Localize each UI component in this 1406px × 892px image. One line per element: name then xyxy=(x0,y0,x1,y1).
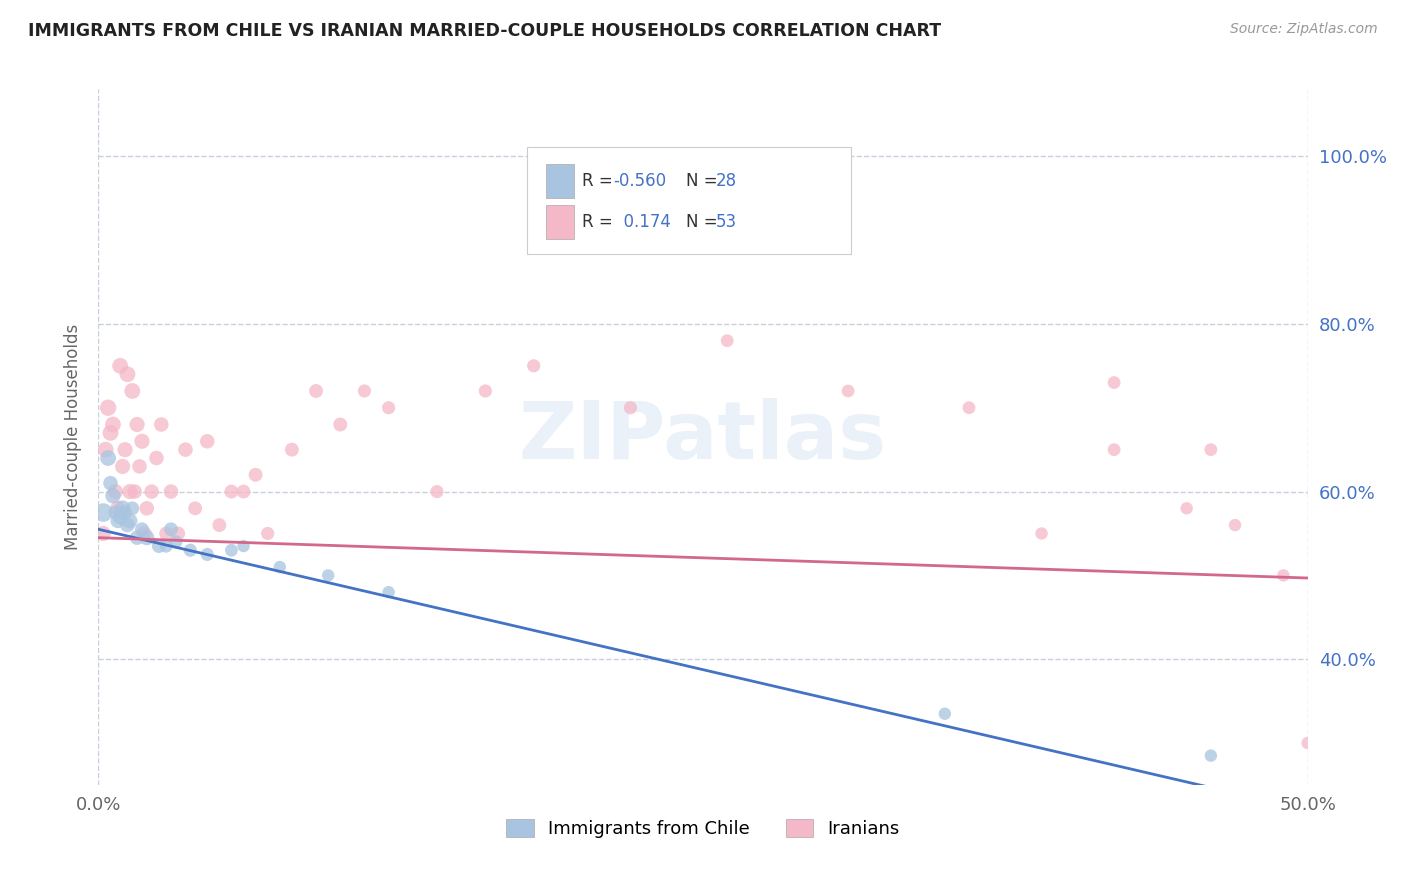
Point xyxy=(377,585,399,599)
Point xyxy=(232,539,254,553)
Text: N =: N = xyxy=(686,172,723,190)
Point xyxy=(353,384,375,398)
Point xyxy=(135,531,157,545)
Point xyxy=(101,417,124,432)
Point xyxy=(837,384,859,398)
Point xyxy=(101,489,124,503)
Point xyxy=(1102,376,1125,390)
Point xyxy=(155,526,177,541)
Point xyxy=(281,442,304,457)
Point xyxy=(148,539,170,553)
Point xyxy=(108,359,131,373)
Point xyxy=(1199,442,1222,457)
Point xyxy=(934,706,956,721)
Point xyxy=(111,459,134,474)
Point xyxy=(114,442,136,457)
Point xyxy=(179,543,201,558)
Point xyxy=(128,459,150,474)
Point xyxy=(195,548,218,562)
Point xyxy=(160,522,183,536)
Point xyxy=(1175,501,1198,516)
Point xyxy=(1102,442,1125,457)
Point xyxy=(131,522,153,536)
Point xyxy=(107,501,129,516)
Point xyxy=(329,417,352,432)
Point xyxy=(94,442,117,457)
Point xyxy=(117,518,139,533)
Point xyxy=(111,501,134,516)
Point xyxy=(104,484,127,499)
Point xyxy=(1199,748,1222,763)
Point xyxy=(131,434,153,449)
Point xyxy=(117,368,139,382)
Point xyxy=(121,384,143,398)
Y-axis label: Married-couple Households: Married-couple Households xyxy=(63,324,82,550)
Point xyxy=(145,450,167,465)
Legend: Immigrants from Chile, Iranians: Immigrants from Chile, Iranians xyxy=(499,812,907,846)
Point xyxy=(174,442,197,457)
Point xyxy=(1272,568,1295,582)
Point xyxy=(155,539,177,553)
Text: 28: 28 xyxy=(716,172,737,190)
Point xyxy=(221,543,243,558)
Point xyxy=(141,484,163,499)
Point xyxy=(134,526,156,541)
Point xyxy=(523,359,546,373)
Point xyxy=(135,501,157,516)
Point xyxy=(97,450,120,465)
Text: ZIPatlas: ZIPatlas xyxy=(519,398,887,476)
Point xyxy=(305,384,328,398)
Point xyxy=(1296,736,1319,750)
Point xyxy=(232,484,254,499)
Point xyxy=(184,501,207,516)
Point xyxy=(426,484,449,499)
Point xyxy=(97,401,120,415)
Point xyxy=(245,467,267,482)
Point xyxy=(127,417,149,432)
Point xyxy=(316,568,339,582)
Point xyxy=(716,334,738,348)
Point xyxy=(104,506,127,520)
Point xyxy=(167,526,190,541)
Point xyxy=(160,484,183,499)
Point xyxy=(108,509,131,524)
Point xyxy=(165,534,187,549)
Text: -0.560: -0.560 xyxy=(613,172,666,190)
Point xyxy=(221,484,243,499)
Text: 0.174: 0.174 xyxy=(613,213,671,231)
Point xyxy=(127,531,149,545)
Point xyxy=(121,501,143,516)
Point xyxy=(256,526,278,541)
Point xyxy=(474,384,496,398)
Point xyxy=(114,506,136,520)
Point xyxy=(100,476,122,491)
Text: N =: N = xyxy=(686,213,723,231)
Point xyxy=(118,514,141,528)
Point xyxy=(150,417,173,432)
Text: R =: R = xyxy=(582,172,619,190)
Text: 53: 53 xyxy=(716,213,737,231)
Point xyxy=(1031,526,1053,541)
Text: Source: ZipAtlas.com: Source: ZipAtlas.com xyxy=(1230,22,1378,37)
Point xyxy=(269,560,291,574)
Point xyxy=(100,425,122,440)
Point xyxy=(195,434,218,449)
Point xyxy=(1223,518,1246,533)
Text: R =: R = xyxy=(582,213,619,231)
Point xyxy=(107,514,129,528)
Text: IMMIGRANTS FROM CHILE VS IRANIAN MARRIED-COUPLE HOUSEHOLDS CORRELATION CHART: IMMIGRANTS FROM CHILE VS IRANIAN MARRIED… xyxy=(28,22,941,40)
Point xyxy=(91,506,114,520)
Point xyxy=(377,401,399,415)
Point xyxy=(957,401,980,415)
Point xyxy=(118,484,141,499)
Point xyxy=(619,401,641,415)
Point xyxy=(208,518,231,533)
Point xyxy=(124,484,146,499)
Point xyxy=(91,526,114,541)
